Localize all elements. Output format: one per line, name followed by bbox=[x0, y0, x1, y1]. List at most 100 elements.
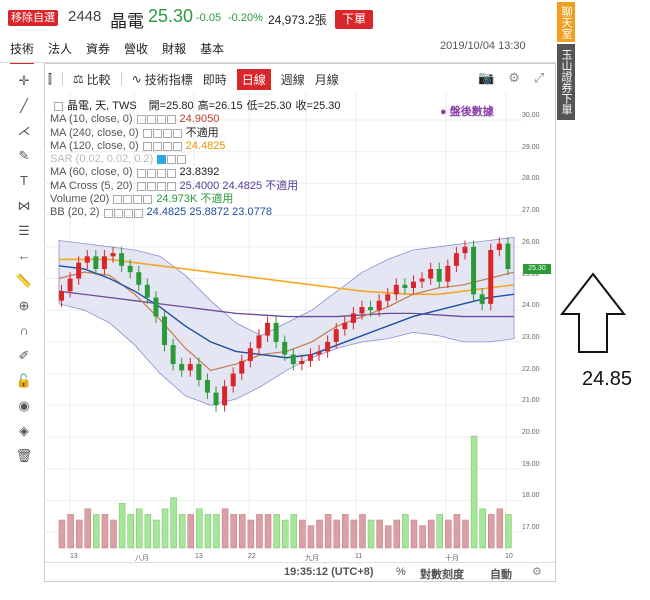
compare-button[interactable]: ⚖ 比較 bbox=[73, 71, 111, 88]
eye-icon[interactable]: ◉ bbox=[18, 397, 30, 413]
crosshair-icon[interactable]: ✛ bbox=[18, 72, 30, 88]
candle bbox=[316, 351, 322, 355]
datetime: 2019/10/04 13:30 bbox=[440, 40, 526, 52]
settings-small-icon[interactable]: ⚙ bbox=[532, 566, 542, 578]
candle bbox=[325, 341, 331, 352]
volume-bar bbox=[359, 514, 366, 549]
candle bbox=[419, 278, 425, 282]
candle bbox=[93, 256, 99, 269]
y-tick-label: 26.00 bbox=[522, 238, 540, 246]
y-tick-label: 19.00 bbox=[522, 460, 540, 468]
price-change: -0.05 bbox=[196, 12, 222, 24]
candle bbox=[136, 272, 142, 285]
ruler-icon[interactable]: 📏 bbox=[15, 272, 33, 288]
candle bbox=[453, 253, 459, 266]
pattern-icon[interactable]: ⋈ bbox=[17, 197, 31, 213]
remove-watchlist-button[interactable]: 移除自選 bbox=[8, 10, 58, 26]
legend-controls[interactable] bbox=[142, 128, 182, 138]
y-tick-label: 29.00 bbox=[522, 143, 540, 151]
candle bbox=[273, 322, 279, 342]
broker-order-tab[interactable]: 玉山證券下單 bbox=[557, 44, 575, 120]
post-market-data-label[interactable]: ● 盤後數據 bbox=[440, 106, 494, 118]
legend-row: SAR (0.02, 0.02, 0.2) bbox=[50, 153, 340, 166]
legend-controls[interactable] bbox=[113, 195, 153, 205]
fullscreen-icon[interactable]: ⤢ bbox=[533, 70, 545, 85]
price-chart[interactable] bbox=[44, 92, 522, 560]
tab-institutional[interactable]: 法人 bbox=[48, 42, 73, 56]
candle bbox=[462, 246, 468, 254]
brush-icon[interactable]: ✎ bbox=[18, 147, 30, 163]
legend-controls[interactable] bbox=[142, 142, 182, 152]
settings-icon[interactable]: ⚙ bbox=[508, 70, 520, 85]
legend-controls[interactable] bbox=[136, 115, 176, 125]
candle-type-icon[interactable]: ⫿ bbox=[48, 71, 52, 86]
main-tabs: 技術 法人 資券 營收 財報 基本 bbox=[10, 40, 224, 64]
legend-label: MA (60, close, 0) bbox=[50, 166, 133, 179]
volume-bar bbox=[316, 519, 323, 549]
log-scale-toggle[interactable]: 對數刻度 bbox=[420, 569, 464, 581]
x-tick-label: 十月 bbox=[445, 555, 459, 562]
tab-technical[interactable]: 技術 bbox=[10, 40, 35, 64]
legend-controls[interactable] bbox=[136, 168, 176, 178]
volume-bar bbox=[93, 514, 100, 549]
volume-bar bbox=[307, 525, 315, 549]
fib-icon[interactable]: ☰ bbox=[18, 222, 30, 238]
candle bbox=[496, 243, 502, 250]
trash-icon[interactable]: 🗑 bbox=[15, 447, 33, 463]
order-button[interactable]: 下單 bbox=[335, 10, 373, 29]
tab-margin[interactable]: 資券 bbox=[86, 42, 111, 56]
annotation-value: 24.85 bbox=[582, 368, 633, 390]
lock-icon[interactable]: 🔓 bbox=[15, 372, 33, 388]
volume-bar bbox=[247, 519, 255, 549]
y-tick-label: 28.00 bbox=[522, 175, 540, 183]
volume-bar bbox=[324, 514, 332, 549]
y-tick-label: 30.00 bbox=[522, 112, 540, 119]
legend-open: 開=25.80 bbox=[148, 100, 194, 112]
tab-fundamentals[interactable]: 基本 bbox=[200, 42, 225, 56]
y-tick-label: 20.00 bbox=[522, 429, 540, 436]
legend-controls[interactable] bbox=[157, 155, 187, 165]
indicators-button[interactable]: ∿ 技術指標 bbox=[132, 71, 193, 88]
layers-icon[interactable]: ◈ bbox=[19, 422, 29, 438]
chat-room-tab[interactable]: 聊天室 bbox=[557, 2, 575, 42]
volume-bar bbox=[479, 508, 486, 549]
volume-bar bbox=[281, 519, 289, 549]
candle bbox=[505, 243, 511, 269]
percent-toggle[interactable]: % bbox=[396, 566, 406, 578]
candle bbox=[359, 307, 365, 314]
legend-controls[interactable] bbox=[136, 181, 176, 191]
monthly-button[interactable]: 月線 bbox=[314, 72, 339, 87]
legend-controls[interactable] bbox=[103, 208, 143, 218]
candle bbox=[471, 246, 477, 295]
volume-bar bbox=[153, 519, 160, 549]
text-icon[interactable]: T bbox=[20, 173, 28, 188]
candle bbox=[110, 253, 116, 257]
volume-bar bbox=[136, 508, 143, 549]
back-arrow-icon[interactable]: ← bbox=[17, 248, 31, 263]
drawing-toolbar: ✛ ╱ ⋌ ✎ T ⋈ ☰ ← 📏 ⊕ ∩ ✐ 🔓 ◉ ◈ 🗑 bbox=[10, 68, 38, 468]
volume-bar bbox=[410, 519, 418, 549]
volume-bar bbox=[118, 502, 126, 549]
trendline-icon[interactable]: ╱ bbox=[20, 97, 28, 113]
y-tick-label: 18.00 bbox=[522, 492, 540, 500]
candle bbox=[402, 284, 408, 289]
weekly-button[interactable]: 週線 bbox=[280, 72, 305, 87]
candle bbox=[84, 256, 90, 263]
lock-draw-icon[interactable]: ✐ bbox=[18, 347, 30, 363]
auto-scale-toggle[interactable]: 自動 bbox=[490, 569, 512, 581]
tab-revenue[interactable]: 營收 bbox=[124, 42, 149, 56]
zoom-icon[interactable]: ⊕ bbox=[18, 297, 30, 313]
volume-bar bbox=[402, 514, 409, 549]
tab-financials[interactable]: 財報 bbox=[162, 42, 187, 56]
volume-bar bbox=[84, 508, 92, 549]
legend-toggle-icon[interactable] bbox=[54, 102, 63, 112]
daily-button[interactable]: 日線 bbox=[236, 68, 271, 90]
camera-icon[interactable]: 📷 bbox=[478, 70, 495, 85]
magnet-icon[interactable]: ∩ bbox=[19, 323, 29, 338]
intraday-button[interactable]: 即時 bbox=[202, 72, 227, 87]
candle bbox=[101, 256, 107, 269]
fork-icon[interactable]: ⋌ bbox=[17, 122, 31, 138]
candle bbox=[307, 354, 313, 361]
candle bbox=[368, 307, 374, 311]
price-change-pct: -0.20% bbox=[228, 12, 263, 24]
